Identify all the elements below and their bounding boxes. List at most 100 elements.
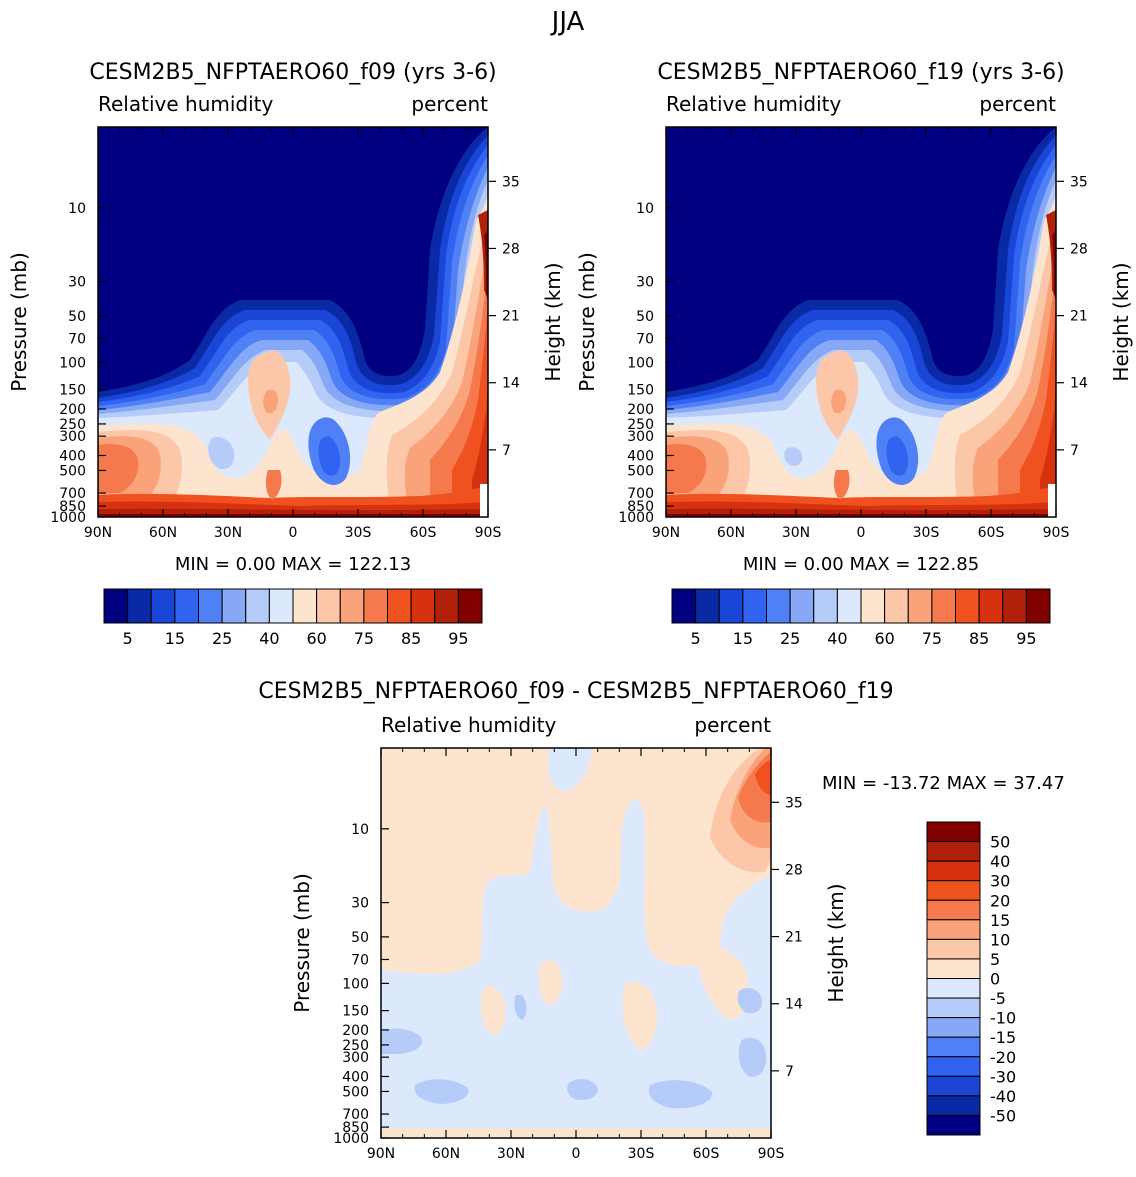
colorbar-swatch	[926, 938, 981, 960]
x-tick-label: 90N	[652, 525, 680, 541]
y-right-tick-label: 35	[785, 795, 803, 811]
colorbar-swatch	[926, 1017, 981, 1038]
panel-f19: CESM2B5_NFPTAERO60_f19 (yrs 3-6) Relativ…	[575, 60, 1133, 541]
panel-f19-field	[666, 127, 1056, 517]
colorbar-label: 85	[401, 629, 421, 648]
y-right-tick-label: 7	[502, 443, 511, 459]
colorbar-label: 20	[990, 891, 1010, 910]
y-tick-label: 400	[627, 448, 654, 464]
colorbar-swatch	[292, 588, 318, 624]
colorbar-swatch	[926, 919, 981, 940]
colorbar-swatch	[410, 588, 436, 624]
y-tick-label: 1000	[618, 510, 654, 526]
colorbar-label: 0	[990, 970, 1000, 989]
colorbar-label: -20	[990, 1048, 1016, 1067]
colorbar-label: -40	[990, 1087, 1016, 1106]
panel-f19-minmax: MIN = 0.00 MAX = 122.85	[743, 554, 979, 575]
y-tick-label: 50	[68, 309, 86, 325]
y-tick-label: 500	[342, 1084, 369, 1100]
colorbar-swatch	[174, 588, 199, 624]
colorbar-swatch	[1002, 588, 1027, 624]
colorbar-swatch	[434, 588, 459, 624]
y-tick-label: 10	[68, 201, 86, 217]
x-tick-label: 60S	[410, 525, 437, 541]
colorbar-f09: 5 15 25 40 60 75 85 95	[103, 588, 483, 648]
colorbar-swatch	[268, 588, 294, 624]
colorbar-swatch	[198, 588, 223, 624]
y-tick-label: 200	[59, 402, 86, 418]
x-tick-label: 90N	[84, 525, 112, 541]
y-tick-label: 70	[68, 331, 86, 347]
colorbar-swatch	[718, 588, 744, 624]
colorbar-swatch	[150, 588, 176, 624]
colorbar-swatch	[926, 1056, 981, 1077]
y-tick-label: 100	[627, 355, 654, 371]
panel-f09-field	[98, 127, 488, 517]
panel-f09-title: CESM2B5_NFPTAERO60_f09 (yrs 3-6)	[89, 60, 496, 85]
y-tick-label: 500	[59, 463, 86, 479]
colorbar-swatch	[926, 978, 981, 999]
colorbar-label: 15	[990, 911, 1010, 930]
panel-difference-variable: Relative humidity	[381, 713, 556, 737]
colorbar-swatch	[316, 588, 341, 624]
y-right-tick-label: 21	[502, 309, 520, 325]
y-right-tick-label: 7	[785, 1064, 794, 1080]
y-tick-label: 10	[351, 822, 369, 838]
colorbar-swatch	[926, 880, 981, 901]
colorbar-swatch	[926, 997, 981, 1019]
colorbar-label: 15	[733, 629, 753, 648]
colorbar-label: 75	[922, 629, 942, 648]
panel-f19-title: CESM2B5_NFPTAERO60_f19 (yrs 3-6)	[657, 60, 1064, 85]
colorbar-swatch	[926, 821, 981, 843]
x-tick-label: 90N	[367, 1146, 395, 1162]
colorbar-swatch	[339, 588, 365, 624]
colorbar-swatch	[926, 899, 981, 921]
colorbar-label: 40	[827, 629, 847, 648]
y-tick-label: 300	[59, 429, 86, 445]
y-right-tick-label: 14	[502, 376, 520, 392]
panel-f19-variable: Relative humidity	[666, 92, 841, 116]
colorbar-swatch	[860, 588, 886, 624]
y-tick-label: 300	[627, 429, 654, 445]
colorbar-swatch	[695, 588, 720, 624]
colorbar-label: -50	[990, 1106, 1016, 1125]
x-tick-label: 30S	[345, 525, 372, 541]
x-tick-label: 60N	[149, 525, 177, 541]
colorbar-swatch	[789, 588, 815, 624]
y-tick-label: 300	[342, 1050, 369, 1066]
colorbar-swatch	[978, 588, 1004, 624]
x-tick-label: 30S	[628, 1146, 655, 1162]
y-right-axis-title: Height (km)	[824, 883, 848, 1002]
colorbar-swatch	[926, 860, 981, 882]
colorbar-swatch	[926, 958, 981, 979]
colorbar-swatch	[926, 1114, 981, 1136]
colorbar-swatch	[931, 588, 956, 624]
panel-f09: CESM2B5_NFPTAERO60_f09 (yrs 3-6) Relativ…	[7, 60, 565, 541]
colorbar-label: 60	[306, 629, 326, 648]
y-tick-label: 150	[59, 383, 86, 399]
y-tick-label: 100	[59, 355, 86, 371]
y-right-tick-label: 28	[502, 241, 520, 257]
colorbar-label: 40	[259, 629, 279, 648]
colorbar-swatch	[742, 588, 767, 624]
x-tick-label: 60S	[978, 525, 1005, 541]
y-tick-label: 1000	[333, 1131, 369, 1147]
colorbar-swatch	[926, 841, 981, 862]
y-right-tick-label: 14	[1070, 376, 1088, 392]
y-tick-label: 70	[636, 331, 654, 347]
y-tick-label: 400	[59, 448, 86, 464]
y-axis-title: Pressure (mb)	[290, 873, 314, 1013]
colorbar-swatch	[363, 588, 388, 624]
colorbar-label: 5	[990, 950, 1000, 969]
x-tick-label: 60S	[693, 1146, 720, 1162]
panel-difference-field	[381, 748, 771, 1138]
y-tick-label: 250	[59, 417, 86, 433]
y-right-tick-label: 7	[1070, 443, 1079, 459]
colorbar-swatch	[926, 1036, 981, 1058]
y-axis-title: Pressure (mb)	[575, 252, 599, 392]
x-tick-label: 0	[857, 525, 866, 541]
colorbar-label: 5	[691, 629, 701, 648]
colorbar-label: 30	[990, 872, 1010, 891]
colorbar-label: 5	[123, 629, 133, 648]
x-tick-label: 90S	[758, 1146, 785, 1162]
